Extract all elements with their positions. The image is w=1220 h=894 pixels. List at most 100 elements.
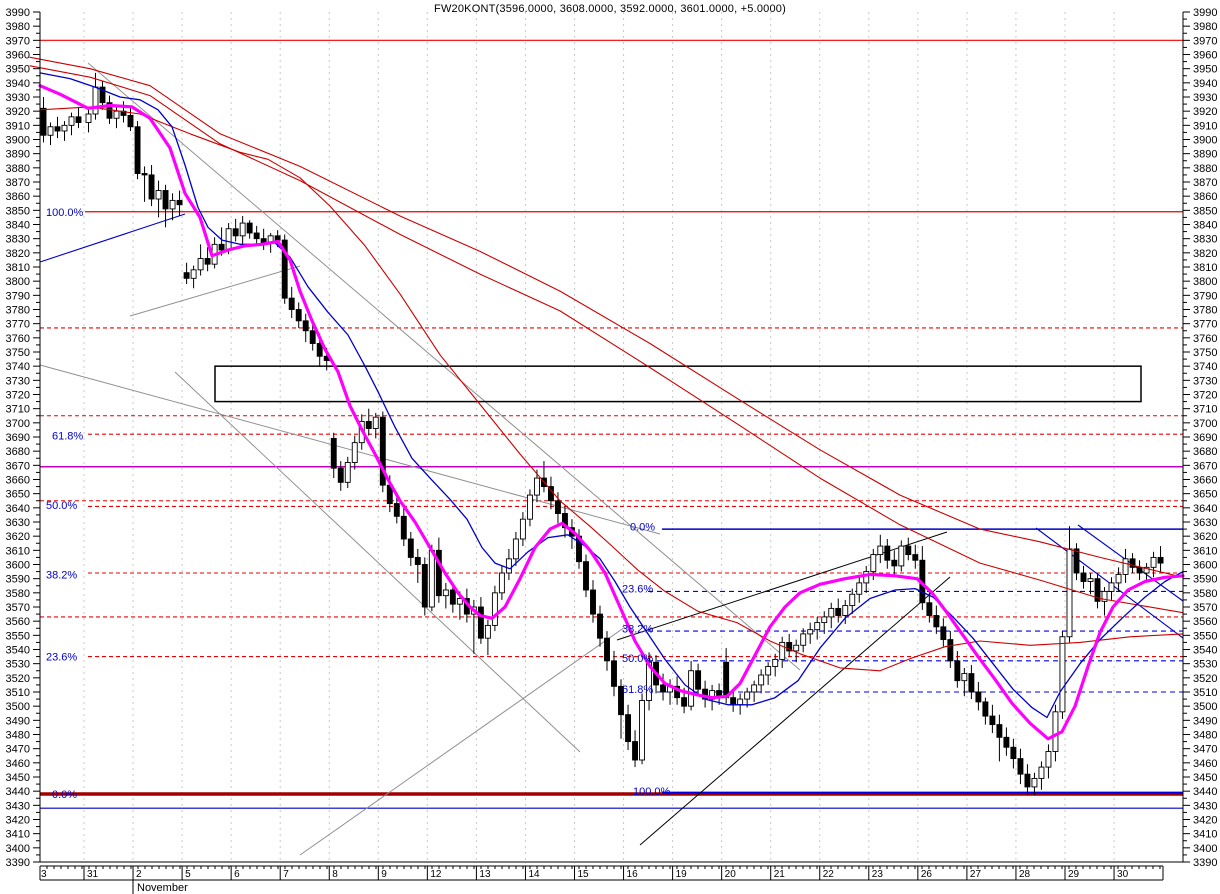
candle-body-down — [730, 697, 737, 706]
candle — [695, 663, 702, 697]
y-axis-label-left: 3940 — [6, 78, 30, 90]
y-axis-label-right: 3440 — [1193, 786, 1217, 798]
candle-body-up — [849, 593, 856, 607]
candle — [1024, 764, 1031, 796]
candle-body-up — [1066, 548, 1073, 638]
candle — [379, 411, 386, 493]
y-axis-label-left: 3810 — [6, 262, 30, 274]
candle — [835, 598, 842, 623]
candle — [702, 680, 709, 708]
y-axis-label-left: 3500 — [6, 701, 30, 713]
candle — [604, 631, 610, 671]
candle — [337, 461, 344, 491]
candle — [1073, 543, 1080, 581]
candle — [961, 667, 968, 697]
y-axis-label-left: 3740 — [6, 361, 30, 373]
black-wedge-upper — [616, 531, 948, 641]
candle — [884, 539, 891, 569]
fib-label-set1: 0.0% — [52, 789, 77, 801]
candle-body-down — [134, 126, 141, 174]
fib-label-set1: 23.6% — [46, 652, 77, 664]
y-axis-label-left: 3440 — [6, 786, 30, 798]
candle — [751, 680, 758, 702]
candle-body-down — [933, 615, 940, 628]
candle-body-down — [141, 173, 148, 176]
candle-body-down — [632, 741, 638, 761]
y-axis-label-left: 3660 — [6, 475, 30, 487]
y-axis-label-left: 3650 — [6, 489, 30, 501]
candle — [491, 585, 498, 632]
ma-magenta — [38, 84, 1185, 741]
candle — [400, 506, 407, 547]
candle-body-up — [534, 477, 540, 496]
x-axis-day-label: 16 — [627, 869, 639, 880]
y-axis-label-left: 3560 — [6, 616, 30, 628]
y-axis-label-left: 3710 — [6, 404, 30, 416]
candle-body-up — [961, 673, 968, 682]
candle — [1052, 704, 1059, 762]
candle-body-down — [562, 513, 568, 529]
candle-body-down — [421, 564, 428, 608]
candle-body-up — [442, 589, 449, 597]
candle-body-down — [660, 684, 666, 693]
candle — [197, 244, 204, 276]
y-axis-label-left: 3980 — [6, 21, 30, 33]
candle-body-down — [218, 243, 225, 251]
candle-body-up — [512, 538, 519, 560]
candle-body-up — [225, 228, 232, 251]
candle — [758, 669, 765, 694]
y-axis-label-right: 3820 — [1193, 248, 1217, 260]
candle-body-down — [590, 589, 596, 615]
y-axis-label-left: 3850 — [6, 205, 30, 217]
candle-body-down — [625, 714, 631, 743]
candle-body-down — [1136, 566, 1143, 574]
candle-body-up — [113, 110, 120, 119]
candle-body-down — [99, 86, 106, 104]
y-axis-label-right: 3750 — [1193, 347, 1217, 359]
candle-body-up — [169, 199, 176, 210]
candle-body-down — [449, 589, 456, 605]
candle — [849, 588, 856, 615]
y-axis-label-left: 3860 — [6, 191, 30, 203]
candle-body-up — [1150, 556, 1157, 568]
y-axis-label-right: 3470 — [1193, 744, 1217, 756]
candle — [260, 228, 267, 250]
y-axis-label-left: 3420 — [6, 815, 30, 827]
candle — [807, 622, 814, 644]
candle — [982, 697, 989, 725]
candle — [61, 121, 68, 141]
candle — [169, 193, 176, 221]
y-axis-label-right: 3760 — [1193, 333, 1217, 345]
candle-body-down — [365, 420, 372, 429]
candle — [1038, 761, 1045, 790]
candle-body-down — [246, 222, 253, 234]
y-axis-label-left: 3950 — [6, 64, 30, 76]
candle — [926, 591, 933, 623]
candle — [639, 693, 645, 765]
candle-body-down — [947, 639, 954, 662]
candle — [583, 554, 589, 598]
fib-label-set2: 23.6% — [622, 584, 653, 596]
x-axis-day-label: 7 — [283, 869, 289, 880]
candle — [414, 548, 421, 583]
y-axis-label-right: 3840 — [1193, 220, 1217, 232]
candle — [365, 408, 372, 436]
candle — [1087, 573, 1094, 595]
candle-body-down — [414, 556, 421, 565]
candle-body-down — [253, 232, 260, 240]
fib-label-set2: 38.2% — [622, 623, 653, 635]
candle-body-up — [1059, 636, 1066, 713]
y-axis-label-right: 3530 — [1193, 659, 1217, 671]
y-axis-label-right: 3500 — [1193, 701, 1217, 713]
y-axis-label-left: 3690 — [6, 432, 30, 444]
x-axis-day-label: 30 — [1117, 869, 1129, 880]
candle — [786, 633, 793, 657]
candle-body-up — [372, 416, 379, 429]
candle — [1003, 727, 1010, 756]
y-axis-label-left: 3960 — [6, 50, 30, 62]
candle-body-up — [1108, 582, 1115, 592]
y-axis-label-left: 3470 — [6, 744, 30, 756]
candle-body-up — [737, 698, 744, 706]
x-axis: 3 31 2 5 6 7 8 9 12 13 14 15 16 19 20 21 22 23 26 27 28 29 30 N… — [39, 861, 1183, 894]
